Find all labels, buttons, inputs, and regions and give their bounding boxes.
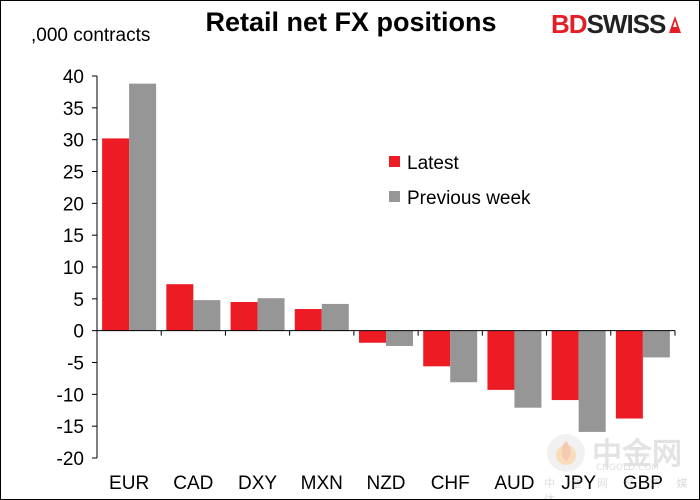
- bar-dxy-previous-week: [257, 298, 285, 331]
- legend-label: Previous week: [407, 188, 531, 209]
- y-tick-label: 15: [63, 226, 84, 247]
- bar-nzd-previous-week: [386, 330, 413, 346]
- x-category-label: GBP: [623, 473, 663, 494]
- bar-mxn-latest: [294, 309, 322, 331]
- y-tick-label: 40: [63, 67, 84, 88]
- x-category-label: NZD: [366, 473, 405, 494]
- y-tick-label: 25: [63, 163, 84, 184]
- bar-eur-previous-week: [129, 83, 157, 331]
- y-tick-label: -15: [57, 417, 84, 438]
- bar-eur-latest: [102, 138, 130, 331]
- bars: [102, 83, 670, 432]
- x-category-label: AUD: [494, 473, 534, 494]
- y-axis-unit-label: ,000 contracts: [31, 25, 151, 46]
- bar-aud-latest: [487, 330, 515, 390]
- y-tick-label: 5: [73, 290, 84, 311]
- y-tick-label: 20: [63, 194, 84, 215]
- legend-label: Latest: [407, 153, 459, 174]
- x-category-label: DXY: [238, 473, 277, 494]
- y-tick-label: -20: [57, 449, 84, 470]
- chart-title: Retail net FX positions: [205, 7, 497, 37]
- bar-cad-previous-week: [193, 300, 221, 331]
- bar-nzd-latest: [359, 330, 386, 343]
- bar-chf-latest: [423, 330, 451, 367]
- bdswiss-logo: BD SWISS: [551, 8, 683, 39]
- y-tick-label: -5: [67, 354, 84, 375]
- bar-cad-latest: [166, 284, 194, 331]
- y-axis: 40 35 30 25 20 15 10 5 0 -5 -10 -15 -20: [57, 67, 98, 470]
- bar-gbp-latest: [615, 330, 643, 419]
- legend: Latest Previous week: [389, 153, 531, 209]
- bar-aud-previous-week: [514, 330, 542, 408]
- y-tick-label: 10: [63, 258, 84, 279]
- legend-swatch: [389, 191, 400, 202]
- logo-flag-icon: [669, 16, 682, 33]
- y-tick-label: 30: [63, 131, 84, 152]
- bar-chf-previous-week: [450, 330, 478, 383]
- bar-gbp-previous-week: [642, 330, 670, 358]
- y-tick-label: -10: [57, 385, 84, 406]
- x-axis: [96, 330, 676, 336]
- bar-jpy-previous-week: [578, 330, 606, 432]
- category-labels: EUR CAD DXY MXN NZD CHF AUD JPY GBP: [109, 473, 663, 494]
- x-category-label: JPY: [561, 473, 596, 494]
- y-tick-label: 0: [73, 322, 84, 343]
- bar-mxn-previous-week: [321, 303, 349, 331]
- x-category-label: CHF: [431, 473, 470, 494]
- x-category-label: EUR: [109, 473, 149, 494]
- x-category-label: MXN: [301, 473, 343, 494]
- logo-text-swiss: SWISS: [586, 8, 667, 39]
- y-tick-label: 35: [63, 99, 84, 120]
- bar-jpy-latest: [551, 330, 579, 401]
- legend-swatch: [389, 156, 400, 167]
- x-category-label: CAD: [173, 473, 213, 494]
- bar-dxy-latest: [230, 302, 258, 331]
- logo-text-bd: BD: [551, 8, 588, 39]
